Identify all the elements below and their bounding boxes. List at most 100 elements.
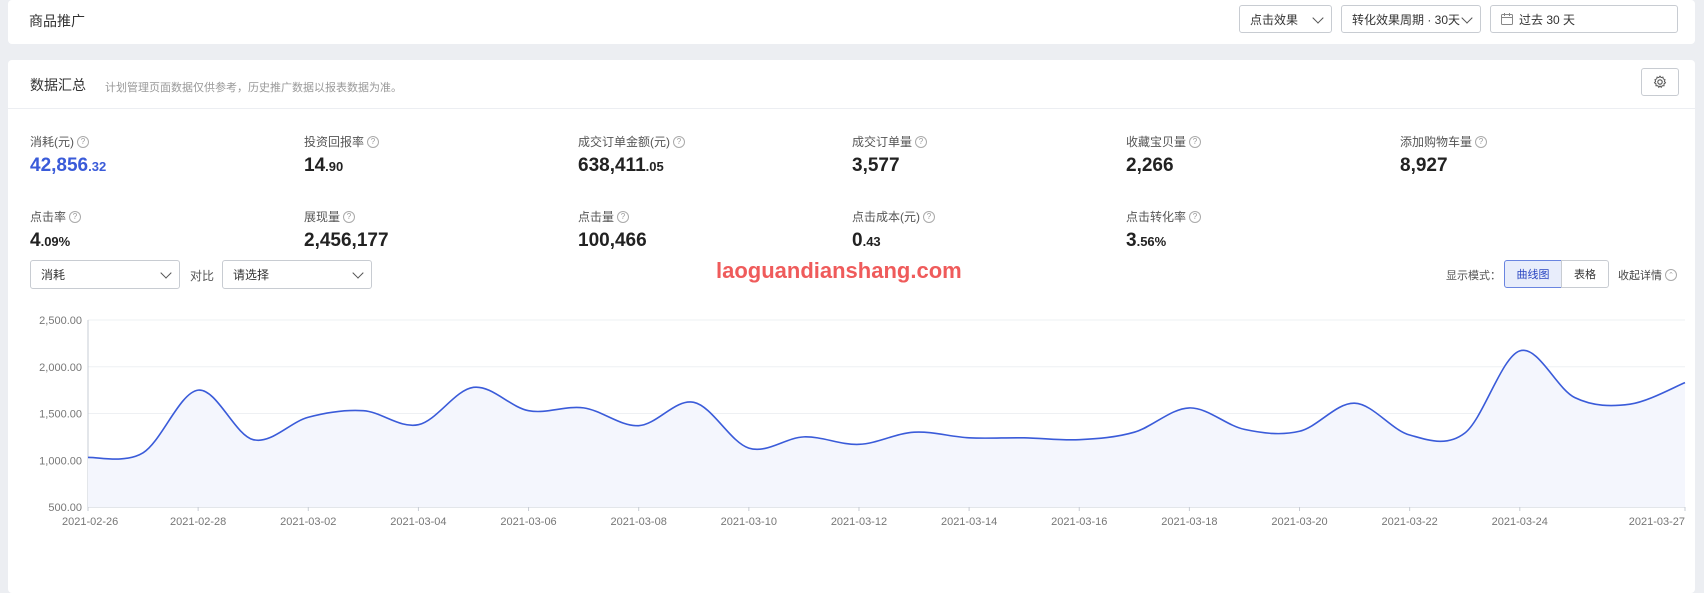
metric-value: 2,266 [1126, 155, 1201, 177]
data-point [1408, 434, 1411, 437]
metric-label-text: 消耗(元) [30, 135, 74, 149]
help-icon[interactable]: ? [77, 135, 89, 148]
data-point [968, 436, 971, 439]
compare-label: 对比 [190, 269, 215, 283]
spend-trend-chart: 500.00 1,000.00 1,500.00 2,000.00 2,500.00 20… [39, 315, 1687, 528]
help-icon[interactable]: ? [1475, 135, 1488, 148]
metric-value: 14.90 [304, 155, 379, 177]
series-area [88, 350, 1685, 507]
watermark-text: laoguandianshang.com [716, 258, 962, 283]
data-point [692, 401, 695, 404]
help-icon[interactable]: ? [915, 135, 928, 148]
help-icon[interactable]: ? [923, 210, 935, 223]
help-icon[interactable]: ? [673, 135, 685, 148]
data-point [637, 424, 640, 427]
data-point [1353, 402, 1356, 405]
data-point [582, 406, 585, 409]
metric-item: 成交订单金额(元)? 638,411.05 [578, 133, 685, 177]
click-effect-select[interactable]: 点击效果 [1239, 5, 1332, 33]
metric-select[interactable]: 消耗 [30, 260, 180, 289]
metric-label: 展现量? [304, 208, 389, 225]
metric-value: 3,577 [852, 155, 927, 177]
metric-value-dec: .43 [862, 234, 881, 249]
settings-button[interactable] [1641, 68, 1679, 96]
metric-item: 点击成本(元)? 0.43 [852, 208, 935, 252]
help-icon[interactable]: ? [617, 210, 630, 223]
chevron-down-icon [1461, 12, 1473, 24]
gear-icon [1653, 75, 1667, 89]
help-icon[interactable]: ? [343, 210, 356, 223]
metric-label: 添加购物车量? [1400, 133, 1488, 150]
metric-label: 点击成本(元)? [852, 208, 935, 225]
collapse-label: 收起详情 [1618, 270, 1662, 282]
data-point [1298, 430, 1301, 433]
metric-item: 点击率? 4.09% [30, 208, 82, 252]
metric-value: 42,856.32 [30, 155, 106, 177]
data-point [1078, 438, 1081, 441]
date-range-picker[interactable]: 过去 30 天 [1490, 5, 1678, 33]
metric-label-text: 展现量 [304, 210, 341, 224]
data-point [527, 409, 530, 412]
help-icon[interactable]: ? [367, 135, 380, 148]
metric-label: 点击率? [30, 208, 82, 225]
mode-curve-button[interactable]: 曲线图 [1504, 260, 1562, 288]
x-tick-label: 2021-03-22 [1382, 516, 1438, 528]
metric-value: 8,927 [1400, 155, 1487, 177]
metric-item: 添加购物车量? 8,927 [1400, 133, 1488, 177]
calendar-icon [1501, 13, 1513, 25]
x-tick-label: 2021-03-12 [831, 516, 887, 528]
metric-value-int: 42,856 [30, 155, 89, 176]
data-point [362, 409, 365, 412]
metric-value: 100,466 [578, 230, 647, 252]
data-point [197, 389, 200, 392]
metric-label-text: 投资回报率 [304, 135, 365, 149]
metric-label: 成交订单金额(元)? [578, 133, 685, 150]
chevron-down-icon [352, 267, 364, 279]
data-point [1684, 381, 1687, 384]
x-tick-label: 2021-03-14 [941, 516, 997, 528]
x-tick-label: 2021-02-28 [170, 516, 226, 528]
data-point [252, 438, 255, 441]
data-point [1518, 349, 1521, 352]
data-point [1188, 406, 1191, 409]
data-point [913, 431, 916, 434]
metric-label-text: 点击成本(元) [852, 210, 920, 224]
metric-value-dec: .32 [88, 159, 107, 174]
conversion-cycle-value: 转化效果周期 · 30天 [1352, 12, 1461, 27]
metric-item: 点击转化率? 3.56% [1126, 208, 1202, 252]
y-tick-label: 2,500.00 [39, 315, 82, 327]
chevron-up-circle-icon: ⌃ [1665, 269, 1677, 281]
header-bar: 商品推广 点击效果 转化效果周期 · 30天 过去 30 天 [8, 0, 1695, 44]
metric-item: 收藏宝贝量? 2,266 [1126, 133, 1202, 177]
display-mode-label: 显示模式： [1446, 270, 1501, 282]
mode-table-button[interactable]: 表格 [1561, 260, 1609, 288]
x-tick-label: 2021-03-20 [1271, 516, 1327, 528]
help-icon[interactable]: ? [69, 210, 82, 223]
metric-label: 点击量? [578, 208, 647, 225]
metric-item: 消耗(元)? 42,856.32 [30, 133, 106, 177]
metric-item: 投资回报率? 14.90 [304, 133, 380, 177]
metric-value-int: 4 [30, 230, 41, 251]
x-tick-label: 2021-03-16 [1051, 516, 1107, 528]
x-tick-label: 2021-03-08 [611, 516, 667, 528]
data-point [802, 435, 805, 438]
help-icon[interactable]: ? [1189, 210, 1202, 223]
x-tick-label: 2021-03-02 [280, 516, 336, 528]
help-icon[interactable]: ? [1189, 135, 1202, 148]
data-point [1023, 436, 1026, 439]
metric-label-text: 成交订单量 [852, 135, 913, 149]
metric-label: 消耗(元)? [30, 133, 106, 150]
metric-value-dec: .09% [40, 234, 71, 249]
metric-value-int: 8,927 [1400, 155, 1448, 176]
metric-value: 4.09% [30, 230, 81, 252]
conversion-cycle-select[interactable]: 转化效果周期 · 30天 [1341, 5, 1481, 33]
metric-label-text: 点击量 [578, 210, 615, 224]
compare-select[interactable]: 请选择 [222, 260, 372, 289]
collapse-details-link[interactable]: 收起详情 ⌃ [1618, 267, 1677, 283]
x-tick-label: 2021-03-04 [390, 516, 446, 528]
series-line [87, 349, 1686, 460]
metric-value-int: 638,411 [578, 155, 646, 176]
metric-value: 0.43 [852, 230, 935, 252]
metric-value: 638,411.05 [578, 155, 685, 177]
chevron-down-icon [160, 267, 172, 279]
